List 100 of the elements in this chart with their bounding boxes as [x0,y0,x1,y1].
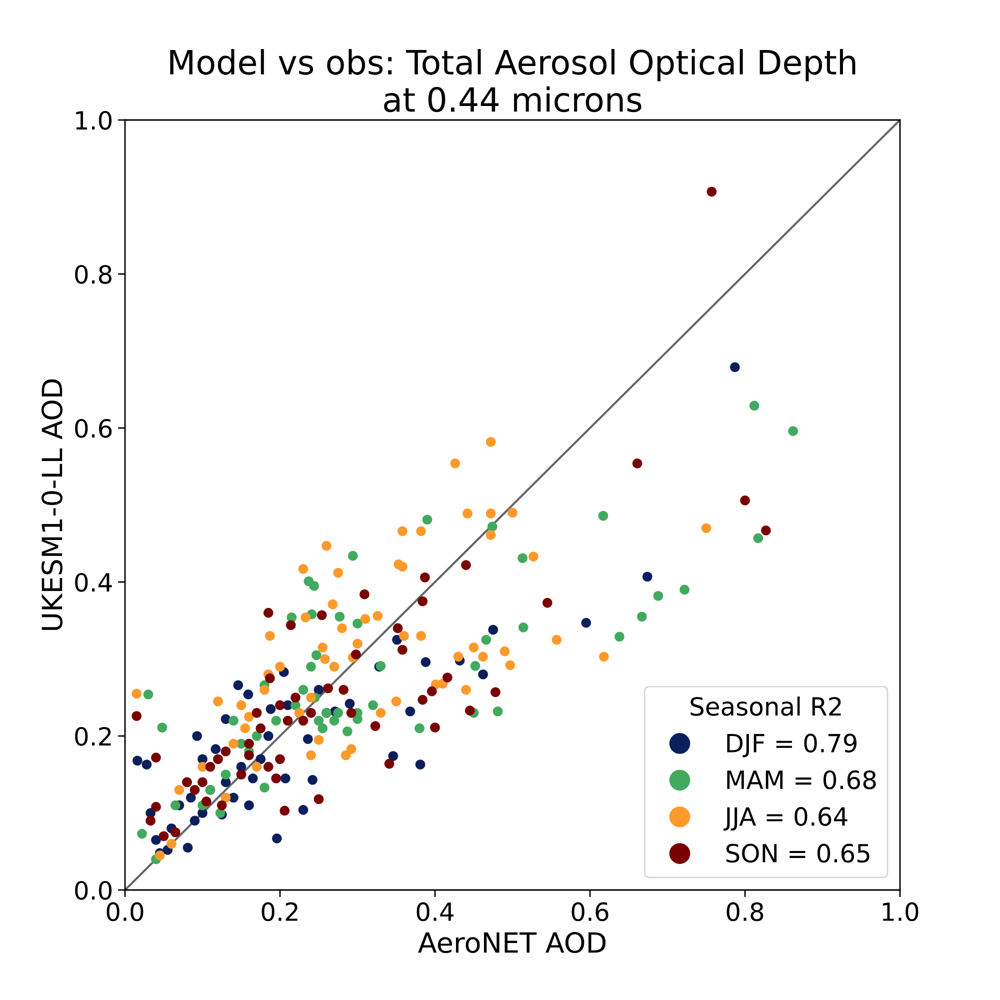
legend-label: SON = 0.65 [726,844,870,863]
x-tick-label: 0.2 [262,902,298,922]
point [370,721,380,731]
point [323,683,333,694]
point [346,708,356,718]
y-tick-label: 0.6 [75,418,112,438]
point [252,731,262,741]
point [192,731,202,741]
point [338,684,348,695]
point [518,553,528,564]
point [314,684,324,695]
point [788,426,798,436]
point [190,784,200,795]
point [298,684,308,695]
point [151,802,161,812]
point [761,526,771,536]
point [266,704,276,714]
point [151,835,161,845]
point [753,533,764,544]
point [642,572,652,582]
point [314,716,324,726]
point [210,744,221,754]
point [157,722,168,732]
point [430,722,440,732]
point [706,186,717,197]
point [137,828,147,839]
point [598,510,608,521]
point [518,622,528,632]
point [201,796,212,806]
point [244,738,254,749]
point [749,400,760,411]
point [280,773,290,784]
point [265,673,275,684]
point [351,649,361,660]
point [418,694,428,705]
point [632,458,642,468]
legend-label: MAM = 0.68 [727,770,876,790]
point [405,706,416,716]
point [282,716,293,726]
point [290,692,300,702]
x-tick-label: 0.6 [572,902,608,922]
point [263,762,274,772]
point [298,805,308,815]
point [182,842,193,853]
x-tick-label: 1.0 [882,902,918,922]
point [637,612,647,622]
point [306,662,316,672]
point [236,770,246,780]
point [653,590,664,601]
point [415,760,426,770]
point [142,760,152,770]
point [272,834,282,844]
x-tick-label: 0.0 [106,902,144,922]
point [306,708,316,718]
point [170,827,180,838]
point [492,706,503,716]
point [275,754,285,764]
point [143,690,154,700]
point [271,773,282,784]
x-axis-title: AeroNET AOD [418,932,606,954]
point [481,634,492,645]
point [388,751,398,761]
point [420,657,431,667]
y-tick-label: 1.0 [76,110,112,130]
point [220,770,231,780]
y-tick-label: 0.4 [75,572,112,592]
y-tick-label: 0.0 [75,880,112,900]
point [614,632,624,642]
point [244,750,254,760]
point [344,698,355,709]
y-tick-label: 0.8 [75,264,112,284]
point [314,794,324,804]
point [280,806,290,816]
chart-title: Model vs obs: Total Aerosol Optical Depth at 0.44 microns [170,49,856,112]
point [271,716,282,726]
point [263,731,274,741]
point [312,650,322,660]
point [680,584,690,595]
y-tick-label: 0.2 [75,726,111,746]
legend-title: Seasonal R2 [690,696,841,716]
point [304,576,314,586]
point [298,716,308,726]
point [132,711,142,721]
point [740,495,750,506]
point [244,800,254,810]
point [360,589,370,600]
point [186,792,196,803]
point [464,706,475,716]
point [318,723,328,734]
point [190,816,200,826]
point [368,700,378,710]
point [333,708,344,718]
point [170,800,180,810]
point [414,723,424,734]
point [252,708,262,718]
point [198,777,208,788]
point [228,716,238,726]
point [490,687,500,698]
point [478,669,488,680]
point [275,700,285,710]
